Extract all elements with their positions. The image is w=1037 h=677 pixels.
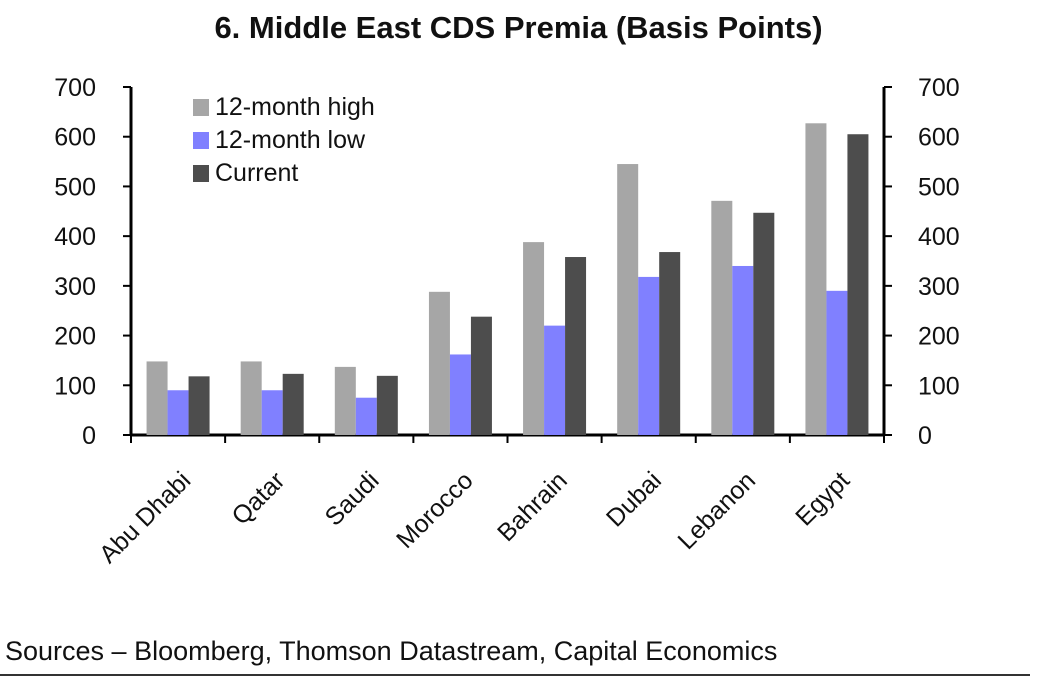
bar-12-month-high-egypt [805, 123, 827, 435]
x-tick-label: Morocco [391, 466, 479, 554]
y-tick-label-left: 200 [54, 323, 96, 351]
x-tick-label: Bahrain [492, 466, 573, 547]
x-tick-label: Dubai [601, 466, 667, 532]
bar-current-bahrain [565, 257, 587, 435]
bar-12-month-high-lebanon [711, 200, 733, 435]
y-tick-label-left: 700 [54, 74, 96, 102]
y-tick-label-right: 200 [918, 323, 960, 351]
bar-current-saudi [376, 375, 398, 435]
bar-12-month-low-egypt [826, 290, 848, 435]
y-tick-label-right: 400 [918, 223, 960, 251]
legend-swatch [193, 99, 209, 116]
bar-12-month-high-bahrain [523, 242, 545, 435]
y-tick-label-left: 300 [54, 273, 96, 301]
bar-12-month-high-qatar [240, 361, 262, 435]
bar-12-month-low-saudi [355, 397, 377, 435]
bar-12-month-high-dubai [617, 164, 639, 436]
bar-current-morocco [470, 316, 492, 435]
bar-current-egypt [847, 134, 869, 435]
bar-12-month-high-saudi [334, 366, 356, 435]
legend-swatch [193, 132, 209, 149]
sources-note: Sources – Bloomberg, Thomson Datastream,… [5, 636, 778, 666]
bar-current-qatar [282, 373, 304, 435]
y-tick-label-left: 500 [54, 173, 96, 201]
y-tick-label-right: 0 [918, 422, 932, 450]
legend-swatch [193, 165, 209, 182]
legend-label: 12-month high [215, 93, 375, 121]
bar-12-month-low-abu-dhabi [167, 390, 189, 435]
bar-current-abu-dhabi [188, 376, 210, 435]
y-tick-label-right: 300 [918, 273, 960, 301]
bar-current-dubai [659, 252, 681, 435]
bar-12-month-low-morocco [449, 354, 471, 435]
x-tick-label: Lebanon [672, 466, 761, 555]
chart-title: 6. Middle East CDS Premia (Basis Points) [214, 10, 823, 45]
y-tick-label-right: 500 [918, 173, 960, 201]
bar-12-month-low-lebanon [732, 265, 754, 435]
x-tick-label: Saudi [320, 466, 385, 531]
legend-label: 12-month low [215, 126, 366, 154]
y-tick-label-left: 400 [54, 223, 96, 251]
y-tick-label-left: 600 [54, 124, 96, 152]
x-tick-label: Abu Dhabi [94, 466, 196, 568]
y-tick-label-right: 600 [918, 124, 960, 152]
y-tick-label-right: 100 [918, 372, 960, 400]
bar-current-lebanon [753, 212, 775, 435]
x-tick-label: Qatar [226, 466, 290, 530]
bar-12-month-low-dubai [638, 276, 660, 435]
bar-12-month-low-qatar [261, 390, 283, 435]
bar-12-month-high-abu-dhabi [146, 361, 168, 435]
legend-label: Current [215, 159, 298, 187]
y-tick-label-left: 0 [82, 422, 96, 450]
footer-divider [0, 674, 1030, 676]
bar-12-month-high-morocco [428, 291, 450, 435]
y-tick-label-right: 700 [918, 74, 960, 102]
y-tick-label-left: 100 [54, 372, 96, 400]
x-tick-label: Egypt [790, 466, 855, 531]
bar-12-month-low-bahrain [544, 325, 566, 435]
